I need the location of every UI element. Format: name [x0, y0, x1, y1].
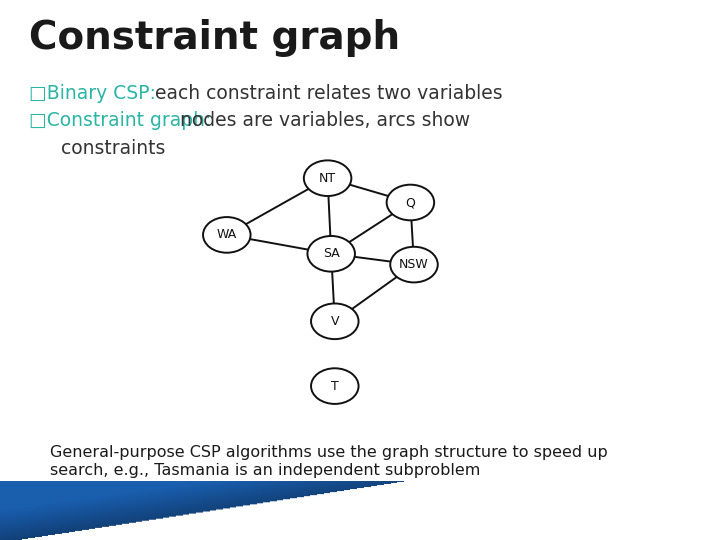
Text: NSW: NSW: [399, 258, 429, 271]
Circle shape: [311, 303, 359, 339]
Circle shape: [390, 247, 438, 282]
Text: □Binary CSP:: □Binary CSP:: [29, 84, 156, 103]
Circle shape: [387, 185, 434, 220]
Text: □Constraint graph:: □Constraint graph:: [29, 111, 211, 130]
Text: NT: NT: [319, 172, 336, 185]
Text: 8: 8: [693, 513, 702, 528]
Text: SA: SA: [323, 247, 340, 260]
Text: T: T: [331, 380, 338, 393]
Text: Constraint graph: Constraint graph: [29, 19, 400, 57]
Text: General-purpose CSP algorithms use the graph structure to speed up
search, e.g.,: General-purpose CSP algorithms use the g…: [50, 446, 608, 478]
Circle shape: [311, 368, 359, 404]
Text: constraints: constraints: [61, 139, 166, 158]
Circle shape: [203, 217, 251, 253]
Circle shape: [307, 236, 355, 272]
Text: nodes are variables, arcs show: nodes are variables, arcs show: [180, 111, 470, 130]
Text: WA: WA: [217, 228, 237, 241]
Text: Q: Q: [405, 196, 415, 209]
Circle shape: [304, 160, 351, 196]
Text: V: V: [330, 315, 339, 328]
Text: each constraint relates two variables: each constraint relates two variables: [155, 84, 503, 103]
